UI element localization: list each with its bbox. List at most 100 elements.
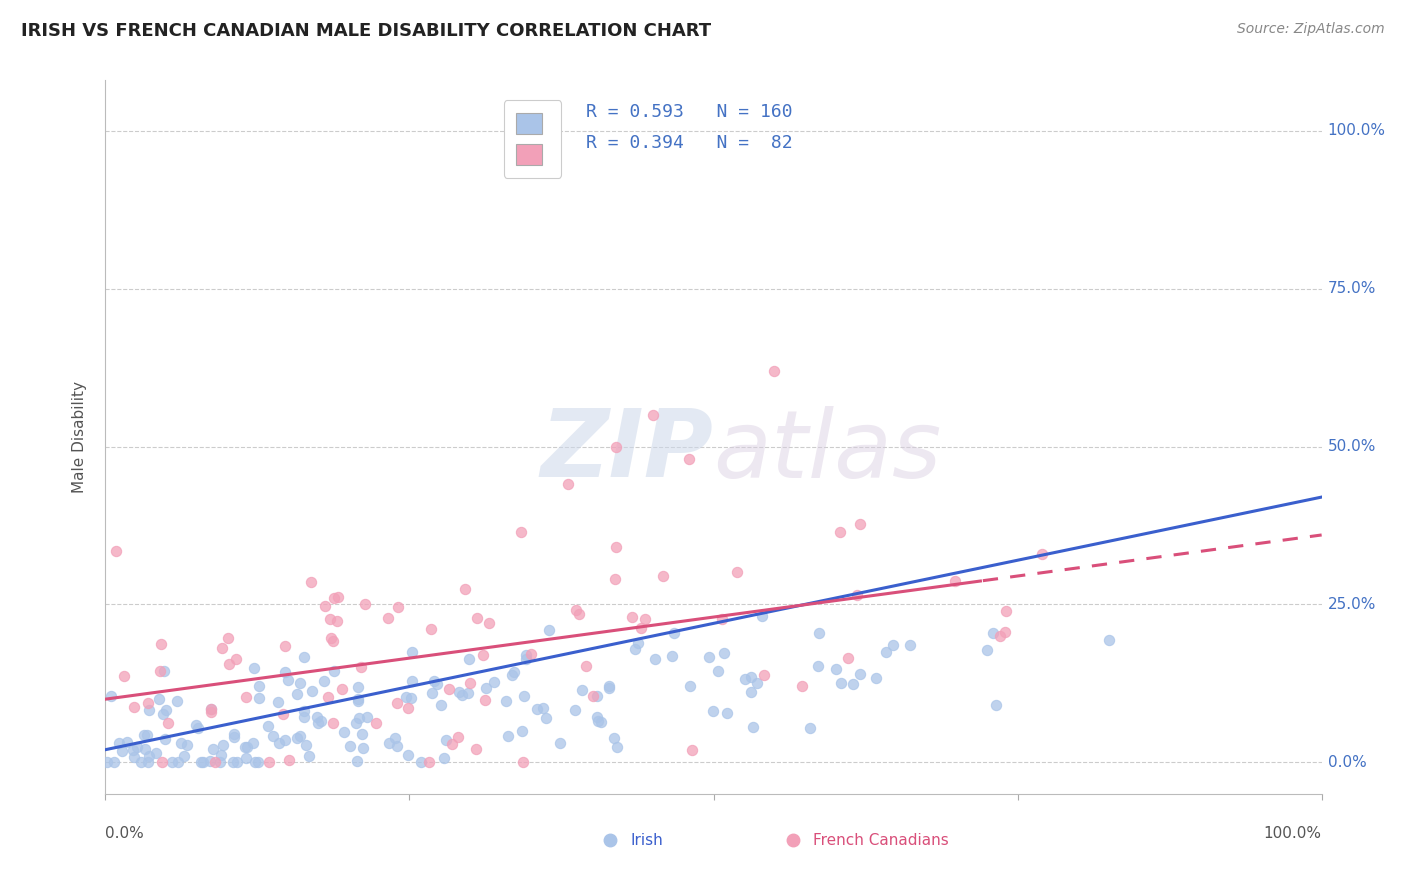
- Point: [274, 640, 297, 654]
- Point: [512, 756, 534, 770]
- Point: [190, 756, 212, 770]
- Point: [651, 569, 673, 583]
- Point: [589, 714, 612, 729]
- Point: [108, 736, 131, 750]
- Point: [287, 687, 309, 701]
- Point: [325, 615, 347, 629]
- Point: [318, 612, 340, 626]
- Point: [395, 690, 418, 704]
- Point: [262, 729, 284, 743]
- Point: [204, 756, 226, 770]
- Point: [981, 626, 1004, 640]
- Text: 50.0%: 50.0%: [1327, 439, 1376, 454]
- Point: [465, 741, 488, 756]
- Point: [103, 756, 125, 770]
- Point: [347, 694, 370, 708]
- Point: [458, 676, 481, 690]
- Point: [225, 652, 247, 666]
- Point: [482, 674, 505, 689]
- Point: [323, 591, 346, 605]
- Point: [644, 652, 666, 666]
- Point: [314, 673, 336, 688]
- Point: [235, 751, 257, 765]
- Point: [211, 738, 233, 752]
- Point: [378, 735, 401, 749]
- Point: [564, 702, 586, 716]
- Y-axis label: Male Disability: Male Disability: [72, 381, 87, 493]
- Point: [837, 651, 859, 665]
- Point: [267, 736, 290, 750]
- Point: [503, 665, 526, 680]
- Point: [606, 739, 628, 754]
- Point: [437, 681, 460, 696]
- Point: [411, 756, 433, 770]
- Point: [209, 747, 232, 762]
- Point: [725, 565, 748, 579]
- Point: [273, 665, 295, 679]
- Point: [170, 736, 193, 750]
- Point: [257, 756, 280, 770]
- Point: [347, 680, 370, 694]
- Point: [988, 629, 1011, 643]
- Point: [515, 651, 537, 665]
- Point: [200, 702, 222, 716]
- Point: [598, 681, 620, 695]
- Point: [162, 756, 184, 770]
- Point: [127, 740, 149, 755]
- Point: [136, 696, 159, 710]
- Point: [713, 646, 735, 660]
- Point: [513, 690, 536, 704]
- Point: [454, 582, 477, 596]
- Point: [585, 710, 607, 724]
- Point: [288, 729, 311, 743]
- Point: [496, 729, 519, 743]
- Text: 0.0%: 0.0%: [1327, 755, 1367, 770]
- Point: [585, 689, 607, 703]
- Point: [396, 700, 419, 714]
- Point: [176, 738, 198, 752]
- Point: [1031, 548, 1053, 562]
- Point: [984, 698, 1007, 712]
- Point: [422, 674, 444, 689]
- Point: [257, 719, 280, 733]
- Point: [531, 701, 554, 715]
- Point: [152, 707, 174, 722]
- Point: [396, 748, 419, 763]
- Point: [702, 704, 724, 718]
- Point: [136, 756, 159, 770]
- Point: [994, 625, 1017, 640]
- Point: [292, 710, 315, 724]
- Point: [132, 728, 155, 742]
- Point: [346, 754, 368, 768]
- Point: [849, 667, 872, 681]
- Point: [605, 440, 627, 454]
- Point: [138, 703, 160, 717]
- Point: [605, 541, 627, 555]
- Point: [426, 677, 449, 691]
- Point: [457, 686, 479, 700]
- Point: [472, 648, 495, 662]
- Point: [385, 739, 408, 753]
- Point: [512, 723, 534, 738]
- Point: [624, 641, 647, 656]
- Point: [678, 452, 700, 467]
- Point: [630, 621, 652, 635]
- Point: [322, 716, 344, 731]
- Point: [112, 668, 135, 682]
- Point: [825, 662, 848, 676]
- Point: [741, 720, 763, 734]
- Point: [285, 731, 308, 746]
- Point: [339, 739, 361, 753]
- Point: [173, 749, 195, 764]
- Point: [430, 698, 453, 712]
- Point: [571, 683, 593, 698]
- Text: atlas: atlas: [713, 406, 942, 497]
- Point: [520, 648, 543, 662]
- Point: [200, 754, 222, 768]
- Point: [290, 676, 312, 690]
- Point: [582, 690, 605, 704]
- Point: [420, 686, 443, 700]
- Point: [474, 693, 496, 707]
- Text: ZIP: ZIP: [541, 405, 713, 498]
- Point: [350, 660, 373, 674]
